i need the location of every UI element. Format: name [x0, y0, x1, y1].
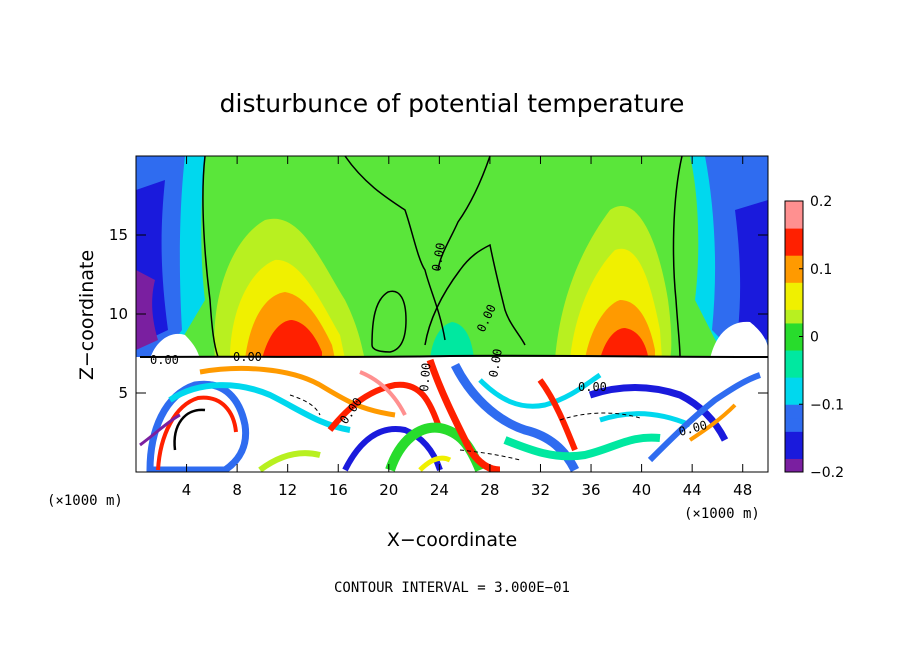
contour-label: 0.00 [150, 353, 179, 367]
x-tick-label: 24 [430, 481, 449, 499]
colorbar-swatch [785, 404, 803, 419]
colorbar [784, 200, 804, 473]
contour-label: 0.00 [429, 242, 448, 273]
colorbar-swatch [785, 228, 803, 243]
x-tick-label: 20 [379, 481, 398, 499]
colorbar-ticks: 0.2 0.1 0 −0.1 −0.2 [799, 194, 844, 481]
colorbar-swatch [785, 241, 803, 256]
colorbar-tick-label: 0 [810, 330, 819, 346]
contour-label: 0.00 [486, 348, 505, 379]
y-axis-label: Z−coordinate [76, 250, 98, 380]
y-axis: 5 10 15 [109, 226, 768, 402]
colorbar-tick-label: −0.2 [810, 465, 844, 481]
colorbar-swatch [785, 431, 803, 446]
x-tick-label: 40 [632, 481, 651, 499]
y-tick-label: 10 [109, 305, 128, 323]
x-tick-label: 12 [278, 481, 297, 499]
x-tick-label: 36 [581, 481, 600, 499]
colorbar-swatch [785, 322, 803, 337]
colorbar-swatch [785, 377, 803, 392]
colorbar-swatch [785, 458, 803, 473]
x-tick-label: 32 [531, 481, 550, 499]
colorbar-swatch [785, 309, 803, 324]
colorbar-tick-label: 0.1 [810, 262, 832, 278]
colorbar-swatch [785, 350, 803, 365]
colorbar-tick-label: 0.2 [810, 194, 832, 210]
y-tick-label: 15 [109, 226, 128, 244]
colorbar-swatch [785, 214, 803, 229]
colorbar-swatch [785, 201, 803, 216]
x-tick-label: 28 [480, 481, 499, 499]
contour-interval: CONTOUR INTERVAL = 3.000E−01 [334, 580, 570, 596]
contour-label: 0.00 [417, 362, 433, 392]
y-tick-label: 5 [118, 384, 128, 402]
colorbar-swatch [785, 336, 803, 351]
colorbar-tick-label: −0.1 [810, 397, 844, 413]
x-tick-label: 44 [683, 481, 702, 499]
x-unit-right: (×1000 m) [684, 506, 760, 522]
x-unit-left: (×1000 m) [47, 493, 123, 509]
colorbar-swatch [785, 255, 803, 270]
colorbar-swatch [785, 268, 803, 283]
colorbar-swatch [785, 417, 803, 432]
heatmap-field [136, 156, 768, 472]
x-axis: 4 8 12 16 20 24 28 32 36 40 44 48 [182, 156, 752, 499]
x-tick-label: 4 [182, 481, 192, 499]
colorbar-swatch [785, 282, 803, 297]
x-tick-label: 8 [232, 481, 242, 499]
x-axis-label: X−coordinate [387, 529, 517, 551]
chart-title: disturbunce of potential temperature [220, 89, 685, 118]
x-tick-label: 48 [733, 481, 752, 499]
colorbar-swatch [785, 295, 803, 310]
contour-labels: 0.00 0.00 0.00 0.00 0.00 0.00 0.00 0.00 … [150, 242, 709, 439]
colorbar-swatch [785, 390, 803, 405]
contour-label: 0.00 [578, 380, 607, 394]
colorbar-swatch [785, 444, 803, 459]
colorbar-swatch [785, 363, 803, 378]
x-tick-label: 16 [329, 481, 348, 499]
contour-label: 0.00 [233, 350, 262, 364]
